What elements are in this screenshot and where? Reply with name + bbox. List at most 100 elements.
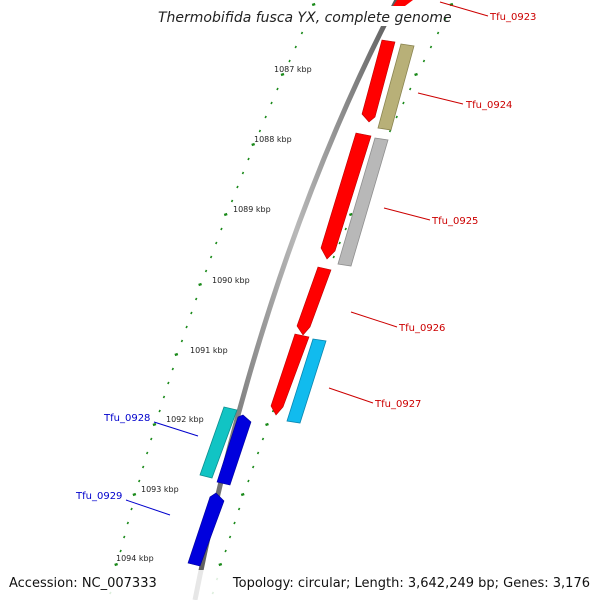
tick-major <box>280 72 285 77</box>
tick-minor <box>237 507 241 511</box>
tick-minor <box>150 437 153 441</box>
tick-minor <box>251 465 255 469</box>
tick-minor <box>276 87 279 91</box>
tick-minor <box>119 549 122 553</box>
genome-summary-text: Topology: circular; Length: 3,642,249 bp… <box>232 576 590 591</box>
footer-background <box>0 570 600 600</box>
tick-minor <box>167 381 170 385</box>
leader-line-tfu-0923 <box>439 1 489 17</box>
tick-marks <box>109 2 454 595</box>
tick-major <box>114 562 119 567</box>
tick-minor <box>145 451 149 455</box>
feature-bar[interactable] <box>286 338 327 424</box>
leader-line-tfu-0924 <box>417 92 464 105</box>
gene-labels: Tfu_0923 Tfu_0924 Tfu_0925 Tfu_0926 Tfu_… <box>75 12 536 502</box>
tick-minor <box>158 409 161 413</box>
tick-minor <box>429 45 433 49</box>
tick-minor <box>122 535 126 539</box>
tick-minor <box>141 465 145 469</box>
kbp-label-1089: 1089 kbp <box>233 205 271 214</box>
tick-major <box>218 562 223 567</box>
tick-minor <box>162 395 166 399</box>
tick-minor <box>228 535 232 539</box>
leader-lines <box>125 1 489 516</box>
tick-minor <box>138 479 141 483</box>
accession-text: Accession: NC_007333 <box>9 576 157 591</box>
tick-minor <box>344 227 347 231</box>
kbp-label-1091: 1091 kbp <box>190 346 228 355</box>
gene-arrow-tfu-0928[interactable] <box>216 414 252 486</box>
tick-minor <box>395 115 398 119</box>
tick-minor <box>194 297 198 301</box>
tick-minor <box>230 199 234 203</box>
tick-minor <box>338 241 341 245</box>
tick-minor <box>241 171 245 175</box>
tick-minor <box>185 325 188 329</box>
gene-arrow-tfu-0926[interactable] <box>296 266 332 336</box>
tick-major <box>414 72 418 77</box>
tick-minor <box>300 31 304 35</box>
tick-minor <box>247 157 250 161</box>
tick-minor <box>270 101 273 105</box>
tick-major <box>132 492 137 497</box>
leader-line-tfu-0926 <box>350 311 398 328</box>
kbp-label-1092: 1092 kbp <box>166 415 204 424</box>
gene-label-tfu-0928[interactable]: Tfu_0928 <box>103 413 150 424</box>
kbp-label-1087: 1087 kbp <box>274 65 312 74</box>
kbp-labels: 1087 kbp 1088 kbp 1089 kbp 1090 kbp 1091… <box>116 65 312 563</box>
gene-label-tfu-0927[interactable]: Tfu_0927 <box>374 399 421 410</box>
tick-minor <box>264 115 267 119</box>
gene-track <box>187 0 413 567</box>
tick-minor <box>204 269 208 273</box>
kbp-label-1090: 1090 kbp <box>212 276 250 285</box>
feature-bar[interactable] <box>377 43 415 131</box>
leader-line-tfu-0928 <box>153 421 199 437</box>
feature-bar[interactable] <box>337 137 389 267</box>
gene-arrow-tfu-0927[interactable] <box>270 333 310 416</box>
tick-minor <box>408 87 412 91</box>
tick-major <box>265 422 269 427</box>
feature-bar[interactable] <box>199 406 238 479</box>
tick-minor <box>436 31 440 35</box>
tick-minor <box>443 17 447 21</box>
tick-minor <box>258 129 262 133</box>
tick-minor <box>130 507 133 511</box>
tick-major <box>251 142 256 147</box>
gene-label-tfu-0926[interactable]: Tfu_0926 <box>398 323 445 334</box>
gene-label-tfu-0923[interactable]: Tfu_0923 <box>489 12 536 23</box>
gene-label-tfu-0924[interactable]: Tfu_0924 <box>465 100 512 111</box>
feature-track <box>199 43 415 479</box>
tick-minor <box>256 451 260 455</box>
tick-minor <box>261 437 265 441</box>
tick-minor <box>209 255 213 259</box>
gene-label-tfu-0925[interactable]: Tfu_0925 <box>431 216 478 227</box>
tick-minor <box>294 45 297 49</box>
leader-line-tfu-0925 <box>383 207 431 221</box>
tick-major <box>311 2 316 7</box>
tick-minor <box>224 549 227 553</box>
map-title: Thermobifida fusca YX, complete genome <box>158 10 452 26</box>
tick-minor <box>236 185 239 189</box>
tick-minor <box>288 59 291 63</box>
title-background <box>150 6 442 26</box>
leader-line-tfu-0929 <box>125 499 171 516</box>
tick-minor <box>332 255 335 259</box>
gene-arrow-tfu-0929[interactable] <box>187 492 225 567</box>
gene-arrow-tfu-0925[interactable] <box>320 132 372 260</box>
genome-backbone <box>192 0 400 600</box>
gene-arrow-tfu-0923[interactable] <box>393 0 413 6</box>
tick-major <box>223 212 228 217</box>
tick-major <box>348 212 353 217</box>
tick-minor <box>215 241 218 245</box>
gene-label-tfu-0929[interactable]: Tfu_0929 <box>75 491 122 502</box>
gene-arrow-tfu-0924[interactable] <box>361 39 396 123</box>
tick-minor <box>233 521 236 525</box>
tick-minor <box>402 101 405 105</box>
tick-minor <box>388 129 392 133</box>
kbp-label-1094: 1094 kbp <box>116 554 154 563</box>
kbp-label-1093: 1093 kbp <box>141 485 179 494</box>
tick-minor <box>126 521 130 525</box>
tick-major <box>240 492 245 497</box>
tick-minor <box>247 479 250 483</box>
